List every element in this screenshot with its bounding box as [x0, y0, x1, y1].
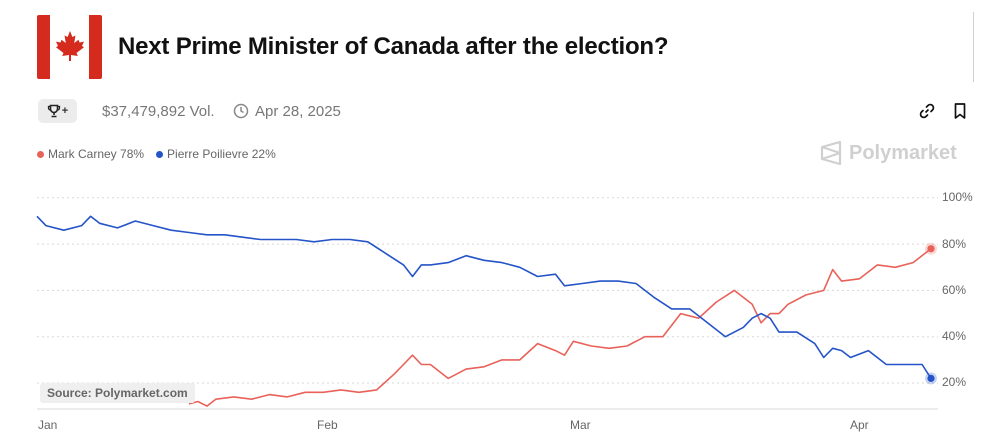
x-tick-apr: Apr	[850, 418, 869, 432]
legend-dot-carney	[37, 150, 44, 158]
x-tick-jan: Jan	[38, 418, 58, 432]
flag-left-bar	[37, 15, 50, 79]
bookmark-icon[interactable]	[951, 102, 969, 120]
source-label: Source: Polymarket.com	[40, 383, 195, 403]
watermark-label: Polymarket	[849, 141, 957, 164]
legend-dot-poilievre	[156, 150, 164, 158]
maple-leaf-icon	[56, 31, 84, 61]
flag-right-bar	[89, 15, 102, 79]
canada-flag-icon	[37, 15, 102, 79]
clock-icon	[233, 103, 249, 119]
y-tick-100: 100%	[942, 190, 973, 204]
trophy-button[interactable]: +	[38, 99, 77, 123]
legend-item-poilievre: Pierre Poilievre 22%	[156, 147, 276, 161]
header-divider	[973, 12, 974, 82]
x-tick-feb: Feb	[317, 418, 338, 432]
price-history-chart	[36, 197, 938, 410]
trophy-plus-label: +	[61, 105, 69, 117]
y-tick-40: 40%	[942, 329, 967, 343]
volume-label: $37,479,892 Vol.	[102, 103, 215, 120]
series-line-poilievre	[36, 215, 932, 379]
endpoint-dot-carney	[927, 245, 935, 253]
trophy-icon	[47, 104, 60, 118]
end-date-label: Apr 28, 2025	[255, 103, 341, 120]
polymarket-logo-icon	[820, 141, 842, 165]
chart-legend: Mark Carney 78% Pierre Poilievre 22%	[37, 147, 276, 161]
legend-label-carney: Mark Carney 78%	[48, 147, 145, 161]
page-title: Next Prime Minister of Canada after the …	[118, 33, 669, 60]
series-line-carney	[188, 248, 932, 407]
x-tick-mar: Mar	[570, 418, 591, 432]
polymarket-watermark: Polymarket	[819, 141, 957, 165]
y-tick-20: 20%	[942, 375, 967, 389]
y-tick-60: 60%	[942, 283, 967, 297]
legend-label-poilievre: Pierre Poilievre 22%	[167, 147, 276, 161]
y-tick-80: 80%	[942, 237, 967, 251]
link-icon[interactable]	[918, 102, 936, 120]
legend-item-carney: Mark Carney 78%	[37, 147, 144, 161]
endpoint-dot-poilievre	[927, 374, 935, 382]
